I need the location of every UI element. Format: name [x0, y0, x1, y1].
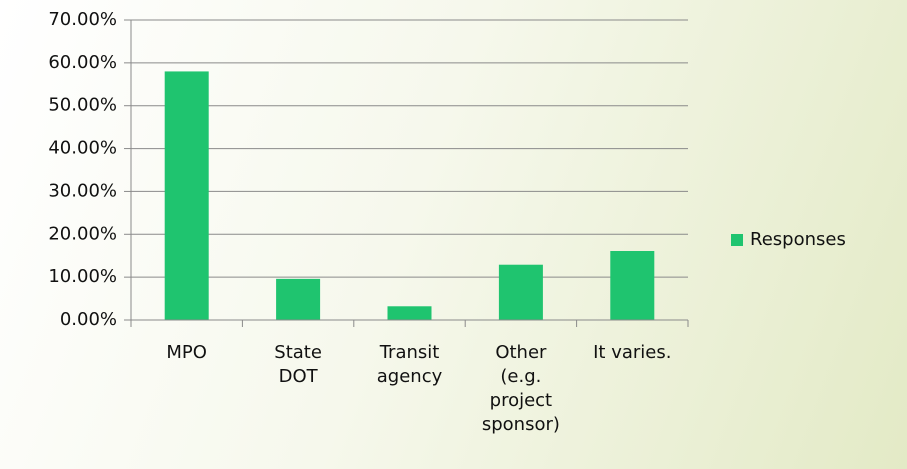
- bar: [387, 306, 432, 320]
- x-tick-label: State DOT: [274, 342, 322, 387]
- y-tick-label: 60.00%: [48, 52, 117, 73]
- bar: [610, 251, 655, 320]
- y-tick-label: 0.00%: [60, 309, 117, 330]
- legend-swatch: [731, 234, 743, 246]
- bar: [498, 264, 543, 320]
- x-tick-label: Other (e.g. project sponsor): [481, 342, 560, 435]
- x-tick-label: It varies.: [593, 342, 672, 363]
- y-tick-label: 10.00%: [48, 266, 117, 287]
- x-tick-label: MPO: [166, 342, 207, 363]
- legend-label: Responses: [750, 229, 846, 250]
- x-tick-label: Transit agency: [376, 342, 443, 387]
- y-tick-label: 20.00%: [48, 223, 117, 244]
- bar: [164, 71, 209, 320]
- y-tick-label: 40.00%: [48, 138, 117, 159]
- y-tick-label: 30.00%: [48, 180, 117, 201]
- y-tick-label: 50.00%: [48, 95, 117, 116]
- y-tick-label: 70.00%: [48, 9, 117, 30]
- bar: [276, 278, 321, 320]
